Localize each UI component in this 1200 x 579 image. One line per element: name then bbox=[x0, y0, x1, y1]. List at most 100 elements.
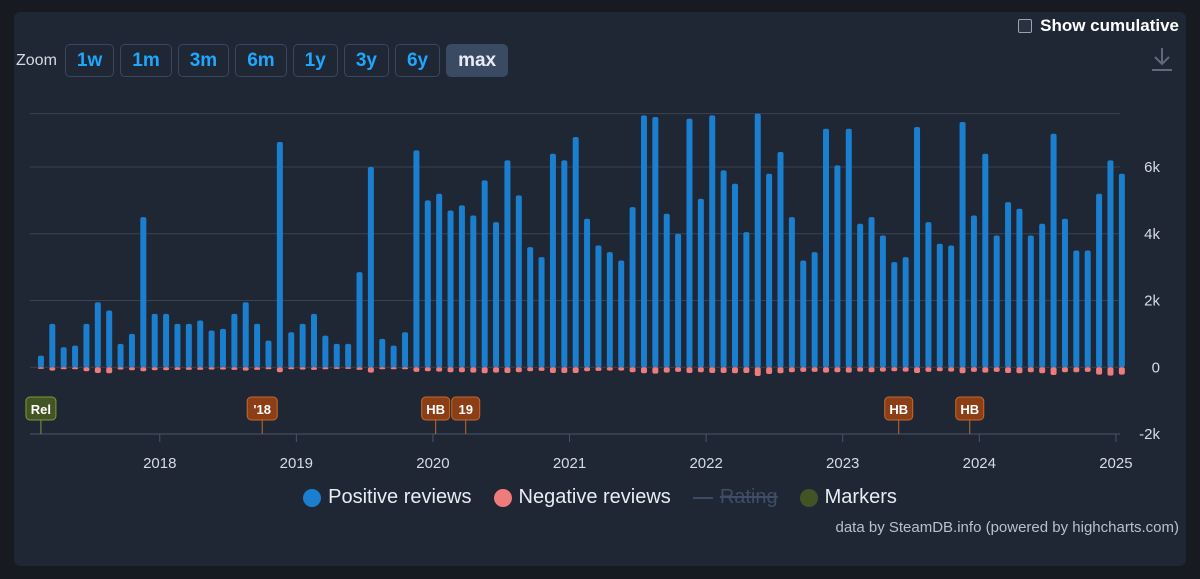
positive-bar[interactable] bbox=[254, 323, 261, 368]
negative-bar[interactable] bbox=[549, 367, 556, 373]
positive-bar[interactable] bbox=[925, 222, 932, 368]
negative-bar[interactable] bbox=[60, 367, 67, 370]
negative-bar[interactable] bbox=[219, 367, 226, 370]
negative-bar[interactable] bbox=[117, 367, 124, 370]
negative-bar[interactable] bbox=[1061, 367, 1068, 373]
positive-bar[interactable] bbox=[663, 213, 670, 368]
positive-bar[interactable] bbox=[345, 343, 352, 368]
negative-bar[interactable] bbox=[379, 367, 386, 370]
negative-bar[interactable] bbox=[481, 367, 488, 374]
negative-bar[interactable] bbox=[618, 367, 625, 371]
legend-negative[interactable]: Negative reviews bbox=[493, 486, 671, 509]
negative-bar[interactable] bbox=[948, 367, 955, 372]
marker-flag[interactable] bbox=[884, 396, 914, 421]
positive-bar[interactable] bbox=[413, 150, 420, 368]
marker-flag[interactable] bbox=[421, 396, 451, 421]
negative-bar[interactable] bbox=[982, 367, 989, 373]
positive-bar[interactable] bbox=[242, 302, 249, 368]
positive-bar[interactable] bbox=[1084, 250, 1091, 368]
positive-bar[interactable] bbox=[709, 115, 716, 368]
negative-bar[interactable] bbox=[311, 367, 318, 370]
negative-bar[interactable] bbox=[72, 367, 79, 370]
positive-bar[interactable] bbox=[800, 260, 807, 368]
credits-text[interactable]: data by SteamDB.info (powered by highcha… bbox=[835, 519, 1180, 536]
positive-bar[interactable] bbox=[697, 198, 704, 368]
marker-flag[interactable] bbox=[246, 396, 278, 421]
positive-bar[interactable] bbox=[379, 338, 386, 368]
positive-bar[interactable] bbox=[151, 313, 158, 368]
negative-bar[interactable] bbox=[322, 367, 329, 370]
negative-bar[interactable] bbox=[572, 367, 579, 373]
negative-bar[interactable] bbox=[823, 367, 830, 373]
negative-bar[interactable] bbox=[185, 367, 192, 370]
negative-bar[interactable] bbox=[527, 367, 534, 372]
negative-bar[interactable] bbox=[231, 367, 238, 370]
positive-bar[interactable] bbox=[219, 328, 226, 368]
positive-bar[interactable] bbox=[436, 193, 443, 368]
negative-bar[interactable] bbox=[663, 367, 670, 373]
positive-bar[interactable] bbox=[868, 217, 875, 368]
negative-bar[interactable] bbox=[1084, 367, 1091, 372]
positive-bar[interactable] bbox=[743, 232, 750, 368]
negative-bar[interactable] bbox=[447, 367, 454, 373]
negative-bar[interactable] bbox=[686, 367, 693, 373]
negative-bar[interactable] bbox=[891, 367, 898, 372]
positive-bar[interactable] bbox=[174, 323, 181, 368]
positive-bar[interactable] bbox=[959, 122, 966, 368]
negative-bar[interactable] bbox=[1039, 367, 1046, 374]
negative-bar[interactable] bbox=[788, 367, 795, 373]
positive-bar[interactable] bbox=[1039, 223, 1046, 368]
negative-bar[interactable] bbox=[1027, 367, 1034, 373]
negative-bar[interactable] bbox=[754, 367, 761, 376]
positive-bar[interactable] bbox=[675, 233, 682, 368]
positive-bar[interactable] bbox=[163, 313, 170, 368]
positive-bar[interactable] bbox=[288, 332, 295, 368]
negative-bar[interactable] bbox=[914, 367, 921, 373]
zoom-1y-button[interactable]: 1y bbox=[292, 44, 338, 77]
negative-bar[interactable] bbox=[242, 367, 249, 371]
negative-bar[interactable] bbox=[845, 367, 852, 373]
negative-bar[interactable] bbox=[652, 367, 659, 374]
zoom-1m-button[interactable]: 1m bbox=[120, 44, 172, 77]
positive-bar[interactable] bbox=[447, 210, 454, 368]
positive-bar[interactable] bbox=[970, 215, 977, 368]
zoom-3y-button[interactable]: 3y bbox=[343, 44, 389, 77]
negative-bar[interactable] bbox=[94, 367, 101, 373]
negative-bar[interactable] bbox=[265, 367, 272, 370]
positive-series[interactable] bbox=[37, 113, 1125, 368]
negative-bar[interactable] bbox=[1005, 367, 1012, 373]
positive-bar[interactable] bbox=[1050, 133, 1057, 368]
cumulative-checkbox[interactable] bbox=[1018, 19, 1033, 33]
negative-bar[interactable] bbox=[458, 367, 465, 373]
negative-bar[interactable] bbox=[37, 367, 44, 369]
positive-bar[interactable] bbox=[1061, 218, 1068, 368]
positive-bar[interactable] bbox=[936, 243, 943, 368]
zoom-6m-button[interactable]: 6m bbox=[235, 44, 287, 77]
positive-bar[interactable] bbox=[640, 115, 647, 368]
negative-bar[interactable] bbox=[675, 367, 682, 372]
negative-bar[interactable] bbox=[140, 367, 147, 372]
negative-bar[interactable] bbox=[106, 367, 113, 374]
negative-bar[interactable] bbox=[151, 367, 158, 371]
negative-bar[interactable] bbox=[413, 367, 420, 372]
positive-bar[interactable] bbox=[618, 260, 625, 368]
positive-bar[interactable] bbox=[128, 333, 135, 368]
positive-bar[interactable] bbox=[140, 217, 147, 368]
negative-bar[interactable] bbox=[561, 367, 568, 373]
positive-bar[interactable] bbox=[493, 222, 500, 368]
negative-bar[interactable] bbox=[1050, 367, 1057, 375]
negative-bar[interactable] bbox=[640, 367, 647, 374]
negative-bar[interactable] bbox=[959, 367, 966, 374]
negative-bar[interactable] bbox=[254, 367, 261, 370]
positive-bar[interactable] bbox=[356, 272, 363, 368]
negative-bar[interactable] bbox=[697, 367, 704, 373]
negative-bar[interactable] bbox=[1016, 367, 1023, 374]
legend-markers[interactable]: Markers bbox=[799, 486, 897, 509]
negative-bar[interactable] bbox=[1118, 367, 1125, 375]
positive-bar[interactable] bbox=[49, 323, 56, 368]
negative-bar[interactable] bbox=[584, 367, 591, 372]
marker-flag[interactable] bbox=[955, 396, 985, 421]
positive-bar[interactable] bbox=[754, 113, 761, 368]
negative-bar[interactable] bbox=[49, 367, 56, 371]
negative-bar[interactable] bbox=[436, 367, 443, 372]
